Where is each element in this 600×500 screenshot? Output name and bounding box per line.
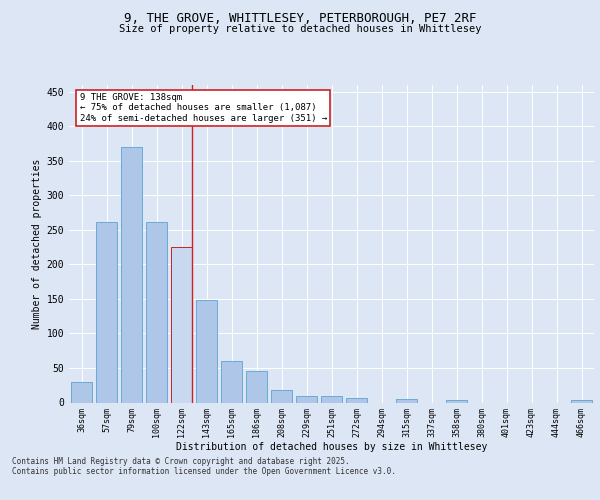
Text: 9 THE GROVE: 138sqm
← 75% of detached houses are smaller (1,087)
24% of semi-det: 9 THE GROVE: 138sqm ← 75% of detached ho… — [79, 93, 327, 122]
Bar — [396, 399, 417, 402]
Bar — [346, 398, 367, 402]
Bar — [96, 222, 117, 402]
X-axis label: Distribution of detached houses by size in Whittlesey: Distribution of detached houses by size … — [176, 442, 487, 452]
Text: Size of property relative to detached houses in Whittlesey: Size of property relative to detached ho… — [119, 24, 481, 34]
Bar — [446, 400, 467, 402]
Text: Contains public sector information licensed under the Open Government Licence v3: Contains public sector information licen… — [12, 468, 396, 476]
Bar — [171, 246, 192, 402]
Bar — [221, 361, 242, 403]
Y-axis label: Number of detached properties: Number of detached properties — [32, 158, 43, 329]
Text: Contains HM Land Registry data © Crown copyright and database right 2025.: Contains HM Land Registry data © Crown c… — [12, 458, 350, 466]
Text: 9, THE GROVE, WHITTLESEY, PETERBOROUGH, PE7 2RF: 9, THE GROVE, WHITTLESEY, PETERBOROUGH, … — [124, 12, 476, 26]
Bar — [196, 300, 217, 402]
Bar — [121, 147, 142, 403]
Bar — [246, 372, 267, 402]
Bar — [571, 400, 592, 402]
Bar — [71, 382, 92, 402]
Bar — [271, 390, 292, 402]
Bar — [296, 396, 317, 402]
Bar — [146, 222, 167, 402]
Bar — [321, 396, 342, 402]
